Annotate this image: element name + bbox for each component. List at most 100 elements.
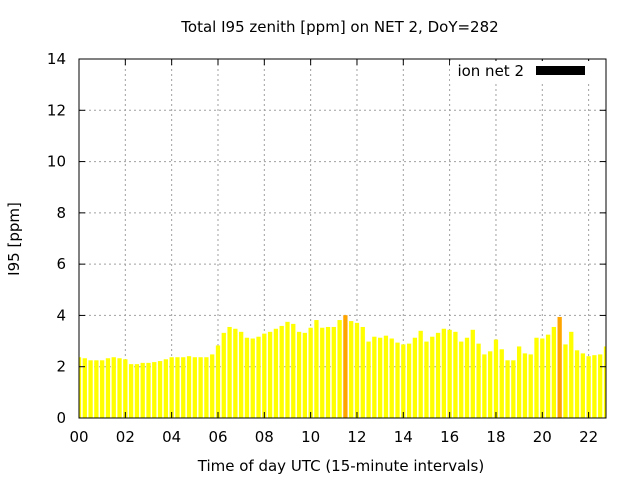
y-tick-label: 12 <box>47 101 66 119</box>
bar <box>378 337 383 418</box>
bar <box>354 322 360 418</box>
bar <box>435 332 441 418</box>
bar <box>267 331 273 418</box>
bar <box>412 337 418 418</box>
y-tick-label: 0 <box>56 409 66 427</box>
bar <box>79 357 82 418</box>
x-tick-label: 22 <box>579 428 598 446</box>
bar <box>563 344 568 418</box>
bar <box>273 328 279 418</box>
bar <box>343 315 348 418</box>
bar <box>499 349 504 418</box>
bars <box>79 315 606 418</box>
bar <box>169 357 174 418</box>
x-tick-label: 20 <box>533 428 552 446</box>
bar <box>464 337 470 418</box>
bar <box>574 350 580 418</box>
x-tick-label: 10 <box>301 428 320 446</box>
bar <box>493 339 499 418</box>
bar <box>94 360 99 418</box>
plot-frame <box>78 58 607 419</box>
bar <box>256 336 261 418</box>
legend-label: ion net 2 <box>457 62 524 80</box>
bar <box>181 357 186 418</box>
y-tick-label: 10 <box>47 153 66 171</box>
legend: ion net 2 <box>450 61 590 81</box>
bar <box>325 326 331 418</box>
bar <box>331 326 336 418</box>
bar <box>239 331 244 418</box>
bar <box>430 336 435 418</box>
bar <box>592 355 597 418</box>
bar <box>82 358 87 418</box>
bar <box>441 328 446 418</box>
bar <box>186 356 192 418</box>
bar <box>488 351 493 418</box>
bar <box>210 354 215 418</box>
bar <box>88 360 93 418</box>
bar <box>511 360 516 418</box>
bar <box>453 331 458 418</box>
bar <box>401 344 406 418</box>
bar <box>192 357 197 418</box>
bar <box>586 356 591 418</box>
bar <box>447 329 452 418</box>
x-tick-label: 08 <box>255 428 274 446</box>
bar <box>540 338 545 418</box>
bar <box>262 333 267 418</box>
bar <box>140 362 145 418</box>
bar <box>603 346 606 418</box>
bar <box>111 357 116 418</box>
bar <box>152 362 157 418</box>
y-tick-label: 6 <box>56 255 66 273</box>
bar <box>459 341 464 418</box>
bar <box>383 335 389 418</box>
x-tick-label: 14 <box>394 428 413 446</box>
x-tick-label: 18 <box>486 428 505 446</box>
bar <box>557 316 562 418</box>
bar <box>476 343 481 418</box>
y-tick-label: 4 <box>56 306 66 324</box>
bar <box>418 330 423 418</box>
bar <box>244 337 250 418</box>
bar <box>505 360 510 418</box>
bar <box>470 329 475 418</box>
bar <box>146 362 151 418</box>
bar <box>302 332 307 418</box>
chart-title: Total I95 zenith [ppm] on NET 2, DoY=282 <box>180 18 498 36</box>
bar <box>424 341 429 418</box>
bar <box>100 360 105 418</box>
x-axis-label: Time of day UTC (15-minute intervals) <box>197 457 484 475</box>
bar <box>221 332 226 418</box>
bar <box>175 357 180 418</box>
bar <box>163 359 169 418</box>
bar <box>204 357 209 418</box>
x-tick-label: 02 <box>116 428 135 446</box>
bar <box>598 354 603 418</box>
bar <box>528 354 533 418</box>
bar <box>291 323 296 418</box>
bar <box>320 327 325 418</box>
bar <box>360 326 365 418</box>
bar <box>569 331 574 418</box>
bar <box>117 358 122 418</box>
bar <box>227 326 232 418</box>
x-tick-label: 12 <box>347 428 366 446</box>
bar <box>157 361 163 418</box>
bar <box>128 364 134 418</box>
y-tick-label: 2 <box>56 358 66 376</box>
bar <box>233 328 238 418</box>
bar <box>522 353 528 418</box>
bar <box>337 320 342 418</box>
bar <box>534 337 539 418</box>
bar <box>406 343 412 418</box>
bar <box>349 321 354 418</box>
y-tick-label: 14 <box>47 50 66 68</box>
y-axis-label: I95 [ppm] <box>5 202 23 276</box>
bar <box>314 320 319 418</box>
legend-swatch <box>536 66 585 75</box>
bar <box>516 346 522 418</box>
x-tick-label: 04 <box>162 428 181 446</box>
